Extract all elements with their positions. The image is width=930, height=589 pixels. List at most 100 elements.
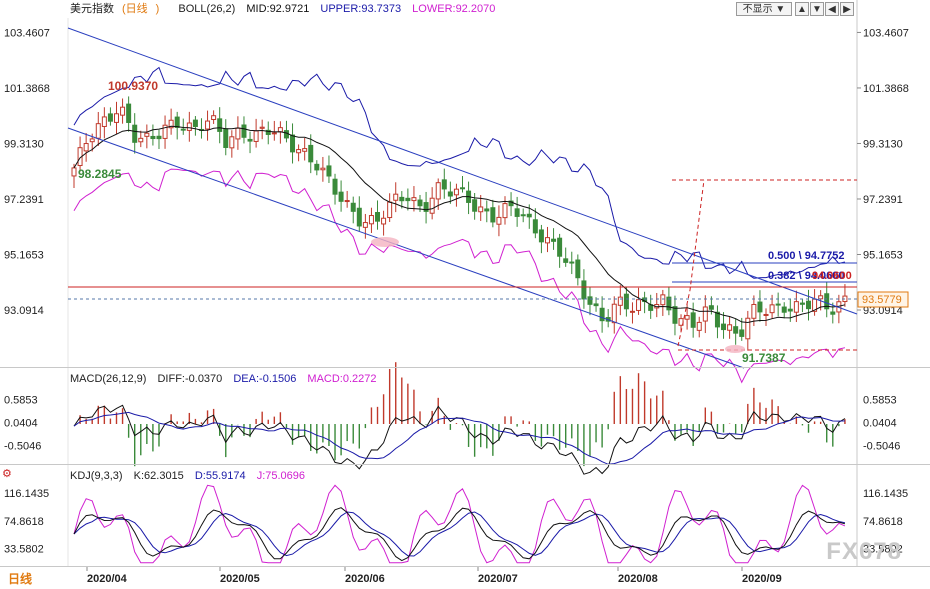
candle-body	[429, 197, 435, 214]
candle-body	[417, 199, 423, 207]
candle-body	[132, 124, 138, 143]
candle-body	[247, 138, 253, 142]
candle-body	[617, 296, 623, 306]
candle-body	[120, 106, 126, 116]
candle-body	[393, 193, 399, 201]
watermark-logo: FX678	[826, 538, 902, 565]
x-axis-label: 2020/05	[220, 573, 260, 585]
boll-upper-line	[73, 66, 846, 279]
candle-body	[387, 201, 393, 219]
fib-382-label: 0.382 \ 94.0600	[768, 270, 844, 282]
candle-body	[690, 312, 696, 328]
price-tick-label-right: 93.0914	[863, 305, 903, 317]
candle-body	[138, 137, 144, 143]
candle-body	[751, 303, 757, 319]
macd-title: MACD(26,12,9)	[70, 373, 147, 385]
candle-body	[629, 310, 635, 313]
boll-mid-line	[73, 125, 846, 324]
candle-body	[144, 132, 150, 137]
candle-body	[320, 167, 326, 171]
macd-macd-value: MACD:0.2272	[307, 373, 377, 385]
scroll-up-button[interactable]: ▲	[795, 2, 809, 16]
candle-body	[350, 202, 356, 212]
candle-body	[344, 200, 350, 203]
candle-body	[696, 321, 702, 331]
price-tick-label-right: 97.2391	[863, 194, 903, 206]
candle-body	[563, 258, 569, 263]
kdj-title: KDJ(9,3,3)	[70, 470, 123, 482]
x-axis-label: 2020/07	[478, 573, 518, 585]
price-tick-label-left: 97.2391	[4, 194, 44, 206]
candle-body	[733, 326, 739, 334]
candle-body	[265, 129, 271, 135]
macd-tick-label-right: -0.5046	[863, 440, 900, 452]
candle-body	[508, 200, 514, 207]
candle-body	[472, 199, 478, 212]
candle-body	[156, 135, 162, 140]
candle-body	[356, 207, 362, 227]
candle-body	[113, 113, 119, 123]
panel-divider	[0, 367, 930, 368]
candle-body	[168, 119, 174, 129]
candle-body	[338, 191, 344, 202]
candle-body	[575, 259, 581, 279]
candle-body	[623, 293, 629, 310]
macd-dea-line	[73, 411, 845, 465]
candle-body	[126, 103, 132, 123]
candle-body	[721, 323, 727, 331]
candle-body	[217, 118, 223, 132]
macd-tick-label-left: -0.5046	[4, 440, 41, 452]
channel-lower-trendline	[67, 127, 745, 369]
channel-upper-trendline	[67, 27, 858, 315]
candle-body	[375, 211, 381, 222]
kdj-legend: KDJ(9,3,3) K:62.3015 D:55.9174 J:75.0696	[70, 468, 313, 485]
candle-body	[296, 149, 302, 154]
candle-body	[453, 188, 459, 196]
macd-diff-value: DIFF:-0.0370	[157, 373, 223, 385]
candle-body	[362, 222, 368, 228]
settings-gear-icon[interactable]: ⚙	[2, 468, 12, 480]
candle-body	[799, 302, 805, 305]
current-price-box	[857, 291, 909, 308]
candle-body	[277, 127, 283, 133]
candle-body	[544, 237, 550, 244]
candle-body	[727, 324, 733, 331]
indicator-display-select[interactable]: 不显示 ▼	[736, 2, 792, 16]
candle-body	[684, 315, 690, 320]
boll-lower-value: LOWER:92.2070	[412, 3, 496, 15]
price-tick-label-left: 95.1653	[4, 249, 44, 261]
price-tick-label-left: 101.3868	[4, 83, 50, 95]
fib-382-red-label: 94.0600	[812, 270, 852, 282]
candle-body	[806, 300, 812, 310]
macd-tick-label-left: 0.0404	[4, 417, 38, 429]
kdj-j-value: J:75.0696	[256, 470, 306, 482]
candle-body	[818, 295, 824, 300]
candle-body	[551, 238, 557, 242]
price-tick-label-left: 103.4607	[4, 27, 50, 39]
kdj-tick-label-left: 33.5802	[4, 543, 44, 555]
candle-body	[435, 182, 441, 200]
candle-body	[186, 122, 192, 131]
candle-body	[211, 115, 217, 121]
candle-body	[757, 301, 763, 313]
kdj-d-value: D:55.9174	[194, 470, 246, 482]
kdj-j-line	[73, 484, 846, 564]
boll-mid-value: MID:92.9721	[246, 3, 310, 15]
scroll-left-button[interactable]: ◀	[825, 2, 839, 16]
candle-body	[223, 128, 229, 148]
candle-body	[441, 179, 447, 190]
candle-body	[775, 303, 781, 306]
boll-upper-value: UPPER:93.7373	[320, 3, 402, 15]
candle-body	[538, 229, 544, 243]
scroll-right-button[interactable]: ▶	[840, 2, 854, 16]
highlight-marker	[725, 345, 745, 353]
scroll-down-button[interactable]: ▼	[810, 2, 824, 16]
candle-body	[83, 143, 89, 152]
candle-body	[708, 305, 714, 310]
price-tick-label-right: 95.1653	[863, 249, 903, 261]
period-button[interactable]: 日线	[8, 572, 33, 586]
candle-body	[484, 208, 490, 212]
candle-body	[702, 306, 708, 322]
kdj-tick-label-left: 116.1435	[4, 488, 49, 500]
